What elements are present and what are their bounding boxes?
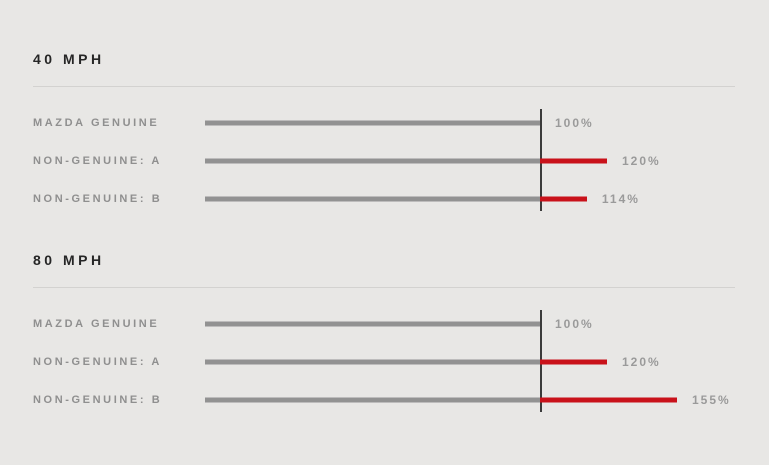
row-label: NON-GENUINE: B xyxy=(33,394,163,406)
genuine-bar xyxy=(205,397,540,403)
genuine-bar xyxy=(205,196,540,202)
bar-row-non-genuine-b: NON-GENUINE: B 155% xyxy=(33,381,735,419)
genuine-bar xyxy=(205,359,540,365)
bar-row-mazda-genuine: MAZDA GENUINE 100% xyxy=(33,305,735,343)
genuine-bar xyxy=(205,321,540,327)
value-label: 100% xyxy=(555,116,594,130)
value-label: 114% xyxy=(601,192,640,206)
value-label: 100% xyxy=(555,317,594,331)
bar-row-non-genuine-a: NON-GENUINE: A 120% xyxy=(33,343,735,381)
section-80mph: 80 MPH MAZDA GENUINE 100% NON-GENUINE: A… xyxy=(33,218,735,419)
row-label: NON-GENUINE: B xyxy=(33,193,163,205)
row-label: MAZDA GENUINE xyxy=(33,117,160,129)
row-bars: 120% xyxy=(205,142,735,180)
row-label: MAZDA GENUINE xyxy=(33,318,160,330)
row-label: NON-GENUINE: A xyxy=(33,155,162,167)
row-bars: 120% xyxy=(205,343,735,381)
overshoot-bar xyxy=(540,196,587,202)
value-label: 155% xyxy=(692,393,731,407)
bar-rows-40mph: MAZDA GENUINE 100% NON-GENUINE: A 120% N… xyxy=(33,104,735,218)
genuine-bar xyxy=(205,158,540,164)
bar-row-mazda-genuine: MAZDA GENUINE 100% xyxy=(33,104,735,142)
bar-row-non-genuine-a: NON-GENUINE: A 120% xyxy=(33,142,735,180)
bar-row-non-genuine-b: NON-GENUINE: B 114% xyxy=(33,180,735,218)
speed-comparison-chart: 40 MPH MAZDA GENUINE 100% NON-GENUINE: A… xyxy=(33,0,735,419)
row-bars: 114% xyxy=(205,180,735,218)
value-label: 120% xyxy=(622,355,661,369)
value-label: 120% xyxy=(622,154,661,168)
row-bars: 155% xyxy=(205,381,735,419)
row-label: NON-GENUINE: A xyxy=(33,356,162,368)
row-bars: 100% xyxy=(205,305,735,343)
genuine-bar xyxy=(205,120,540,126)
overshoot-bar xyxy=(540,359,607,365)
bar-rows-80mph: MAZDA GENUINE 100% NON-GENUINE: A 120% N… xyxy=(33,305,735,419)
overshoot-bar xyxy=(540,397,677,403)
row-bars: 100% xyxy=(205,104,735,142)
section-title-40mph: 40 MPH xyxy=(33,51,105,67)
section-divider xyxy=(33,287,735,288)
section-40mph: 40 MPH MAZDA GENUINE 100% NON-GENUINE: A… xyxy=(33,0,735,218)
overshoot-bar xyxy=(540,158,607,164)
section-title-80mph: 80 MPH xyxy=(33,252,105,268)
section-divider xyxy=(33,86,735,87)
